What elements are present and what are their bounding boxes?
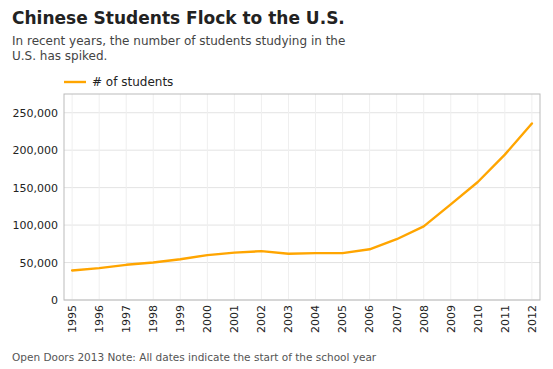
x-tick-label: 2003 [282, 305, 295, 333]
series-line [72, 124, 532, 271]
x-tick-label: 2010 [472, 305, 485, 333]
footer: Open Doors 2013 Note: All dates indicate… [12, 351, 377, 363]
x-tick-label: 2009 [445, 305, 458, 333]
x-tick-label: 2008 [418, 305, 431, 333]
x-grid-line [126, 94, 127, 300]
x-grid-line [504, 94, 505, 300]
x-grid-line [342, 94, 343, 300]
y-tick-label: 0 [51, 294, 58, 307]
legend: # of students [64, 75, 173, 89]
x-tick-label: 2004 [309, 305, 322, 333]
x-grid-line [261, 94, 262, 300]
x-tick-label: 1997 [120, 305, 133, 333]
y-grid-line [64, 187, 540, 188]
x-tick-label: 1996 [93, 305, 106, 333]
x-grid-line [207, 94, 208, 300]
legend-swatch [64, 81, 86, 83]
legend-label: # of students [92, 75, 173, 89]
plot-area [72, 124, 532, 271]
x-grid-line [72, 94, 73, 300]
y-tick-label: 200,000 [13, 144, 59, 157]
chart: Chinese Students Flock to the U.S. In rec… [0, 0, 553, 369]
x-grid-line [288, 94, 289, 300]
plot-frame [64, 94, 540, 300]
x-tick-label: 2005 [336, 305, 349, 333]
y-grid-line [64, 150, 540, 151]
y-grid-line [64, 112, 540, 113]
x-tick-label: 2006 [363, 305, 376, 333]
x-tick-label: 1995 [66, 305, 79, 333]
grid [64, 94, 540, 300]
x-tick-label: 2011 [499, 305, 512, 333]
x-grid-line [450, 94, 451, 300]
x-grid-line [369, 94, 370, 300]
x-tick-label: 2001 [228, 305, 241, 333]
title: Chinese Students Flock to the U.S. [12, 8, 345, 28]
x-tick-label: 1999 [174, 305, 187, 333]
y-tick-label: 250,000 [13, 107, 59, 120]
x-tick-label: 2012 [526, 305, 539, 333]
y-tick-label: 50,000 [20, 257, 59, 270]
y-tick-label: 100,000 [13, 219, 59, 232]
x-grid-line [180, 94, 181, 300]
y-tick-label: 150,000 [13, 182, 59, 195]
y-grid-line [64, 225, 540, 226]
x-tick-label: 1998 [147, 305, 160, 333]
x-grid-line [423, 94, 424, 300]
x-grid-line [153, 94, 154, 300]
x-tick-label: 2007 [391, 305, 404, 333]
x-grid-line [315, 94, 316, 300]
x-grid-line [396, 94, 397, 300]
x-tick-label: 2002 [255, 305, 268, 333]
x-grid-line [234, 94, 235, 300]
subtitle: In recent years, the number of students … [12, 34, 345, 63]
x-grid-line [477, 94, 478, 300]
x-tick-label: 2000 [201, 305, 214, 333]
